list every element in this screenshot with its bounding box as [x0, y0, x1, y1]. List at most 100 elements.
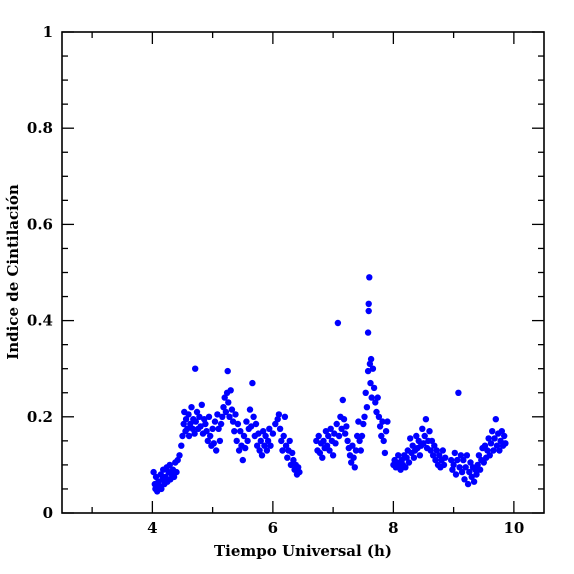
data-point	[319, 454, 326, 461]
data-point	[466, 468, 473, 476]
data-point	[233, 437, 240, 445]
data-point	[344, 437, 351, 445]
data-point	[473, 471, 480, 478]
data-point	[492, 416, 499, 423]
data-point	[217, 420, 225, 428]
data-point	[170, 473, 178, 481]
data-point	[348, 459, 355, 466]
data-point	[166, 461, 173, 469]
data-point	[409, 442, 416, 449]
data-point	[207, 432, 214, 440]
data-point	[358, 432, 366, 440]
data-point	[280, 432, 287, 440]
data-point	[460, 456, 467, 464]
data-point	[263, 447, 271, 454]
y-tick-label: 0.8	[27, 119, 53, 137]
data-point	[232, 411, 239, 418]
data-point	[363, 404, 371, 411]
data-point	[184, 425, 191, 432]
data-point	[210, 440, 217, 447]
data-point	[157, 471, 164, 478]
data-point	[213, 447, 220, 454]
data-point	[326, 447, 333, 454]
data-point	[315, 432, 322, 440]
data-point	[464, 480, 472, 488]
data-point	[431, 442, 438, 449]
data-point	[361, 413, 368, 420]
data-point	[187, 420, 194, 428]
data-point	[320, 437, 327, 445]
y-tick-label: 0.4	[27, 312, 53, 330]
data-point	[362, 389, 369, 396]
data-point	[452, 471, 460, 478]
data-point	[470, 478, 478, 485]
data-point	[340, 416, 348, 423]
data-point	[486, 452, 493, 459]
data-point	[185, 432, 193, 440]
data-point	[224, 367, 231, 375]
data-point	[179, 432, 186, 440]
data-point	[272, 420, 279, 428]
data-point	[342, 430, 349, 437]
data-point	[278, 437, 285, 445]
data-point	[379, 418, 386, 425]
data-point	[376, 423, 384, 430]
data-point	[240, 432, 248, 440]
data-point	[338, 425, 345, 432]
plot-frame	[61, 31, 545, 514]
data-point	[284, 454, 291, 461]
data-point	[475, 452, 483, 459]
data-point	[502, 440, 509, 447]
data-point	[323, 442, 331, 449]
data-point	[480, 459, 487, 466]
data-point	[373, 408, 380, 416]
data-point	[234, 420, 242, 428]
data-point	[193, 408, 201, 416]
data-point	[410, 454, 418, 461]
data-point	[491, 435, 498, 442]
data-point	[329, 452, 337, 459]
data-point	[239, 456, 246, 464]
data-point	[367, 379, 374, 387]
data-point	[295, 464, 302, 471]
data-point	[436, 452, 443, 459]
data-point	[333, 420, 340, 428]
data-point	[201, 416, 208, 423]
data-point	[442, 454, 449, 461]
data-point	[455, 389, 462, 396]
data-point	[433, 447, 440, 454]
data-point	[216, 437, 224, 445]
data-point	[257, 437, 264, 445]
data-point	[173, 468, 180, 476]
y-tick-label: 0	[43, 504, 53, 522]
data-point	[231, 428, 238, 435]
data-point	[334, 319, 342, 327]
data-point	[485, 435, 492, 442]
data-point	[369, 365, 377, 372]
data-point	[331, 430, 338, 437]
data-point	[180, 420, 187, 428]
data-point	[203, 428, 210, 435]
data-point	[209, 425, 216, 432]
data-point	[256, 447, 263, 454]
data-point	[365, 300, 372, 307]
data-point	[356, 437, 363, 445]
data-point	[355, 418, 362, 425]
data-point	[349, 442, 356, 449]
data-point	[467, 459, 474, 466]
x-tick-label: 6	[268, 519, 278, 537]
data-point	[354, 432, 361, 440]
y-axis-title: Indice de Cintilación	[4, 184, 22, 360]
data-point	[211, 418, 219, 425]
data-point	[266, 425, 273, 432]
data-points	[150, 274, 509, 495]
data-point	[357, 447, 364, 454]
data-point	[454, 456, 461, 464]
data-point	[279, 447, 286, 454]
data-point	[244, 437, 251, 445]
data-point	[220, 404, 227, 411]
data-point	[449, 466, 456, 473]
data-point	[370, 384, 378, 392]
data-point	[366, 274, 373, 281]
data-point	[174, 456, 181, 464]
